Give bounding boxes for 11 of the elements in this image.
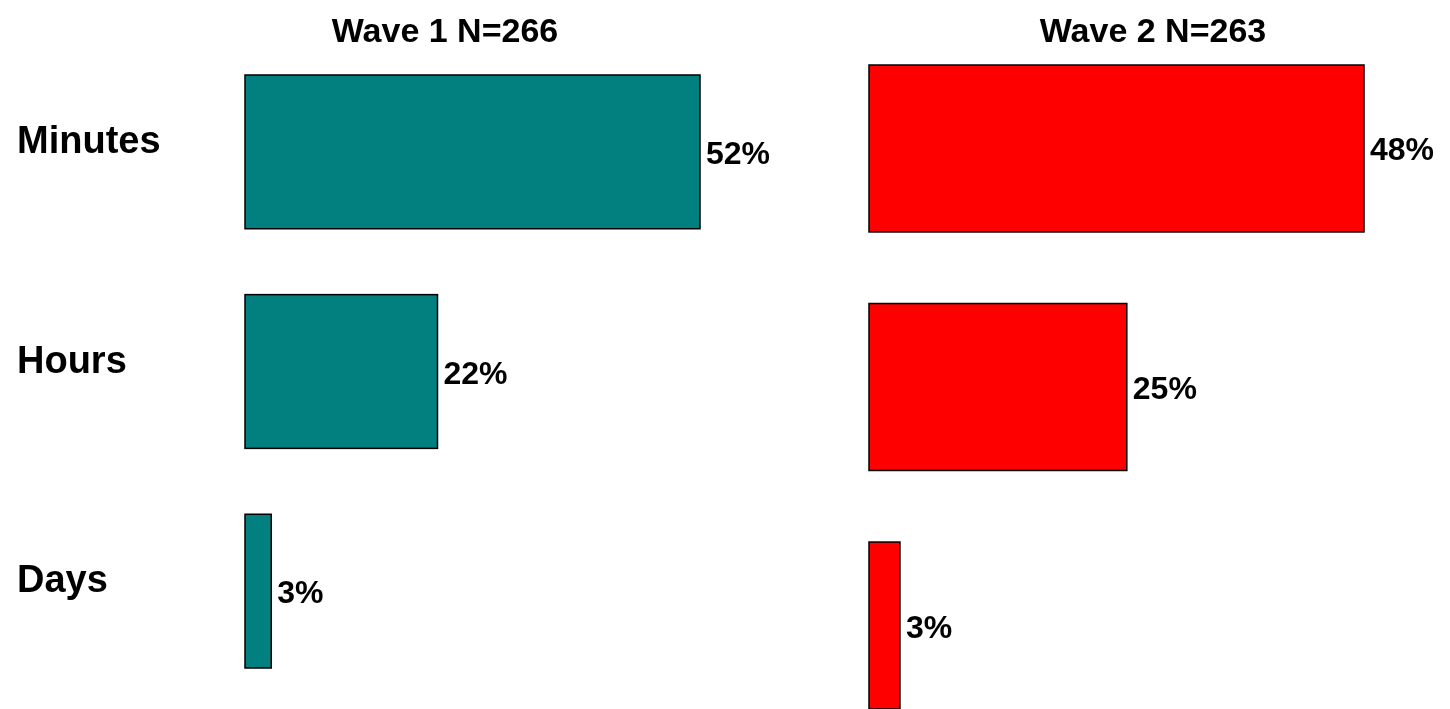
y-tick-label: Days — [17, 558, 108, 601]
chart-title: Wave 2 N=263 — [1039, 11, 1267, 49]
data-label: 22% — [443, 354, 508, 391]
y-tick-label: Minutes — [17, 119, 161, 161]
data-label: 3% — [905, 608, 953, 645]
data-label: 52% — [706, 134, 771, 171]
chart-title: Wave 1 N=266 — [331, 11, 559, 49]
data-label: 48% — [1370, 131, 1435, 168]
data-label: 25% — [1132, 370, 1197, 406]
data-label: 3% — [277, 574, 324, 611]
y-tick-label: Hours — [17, 338, 127, 381]
